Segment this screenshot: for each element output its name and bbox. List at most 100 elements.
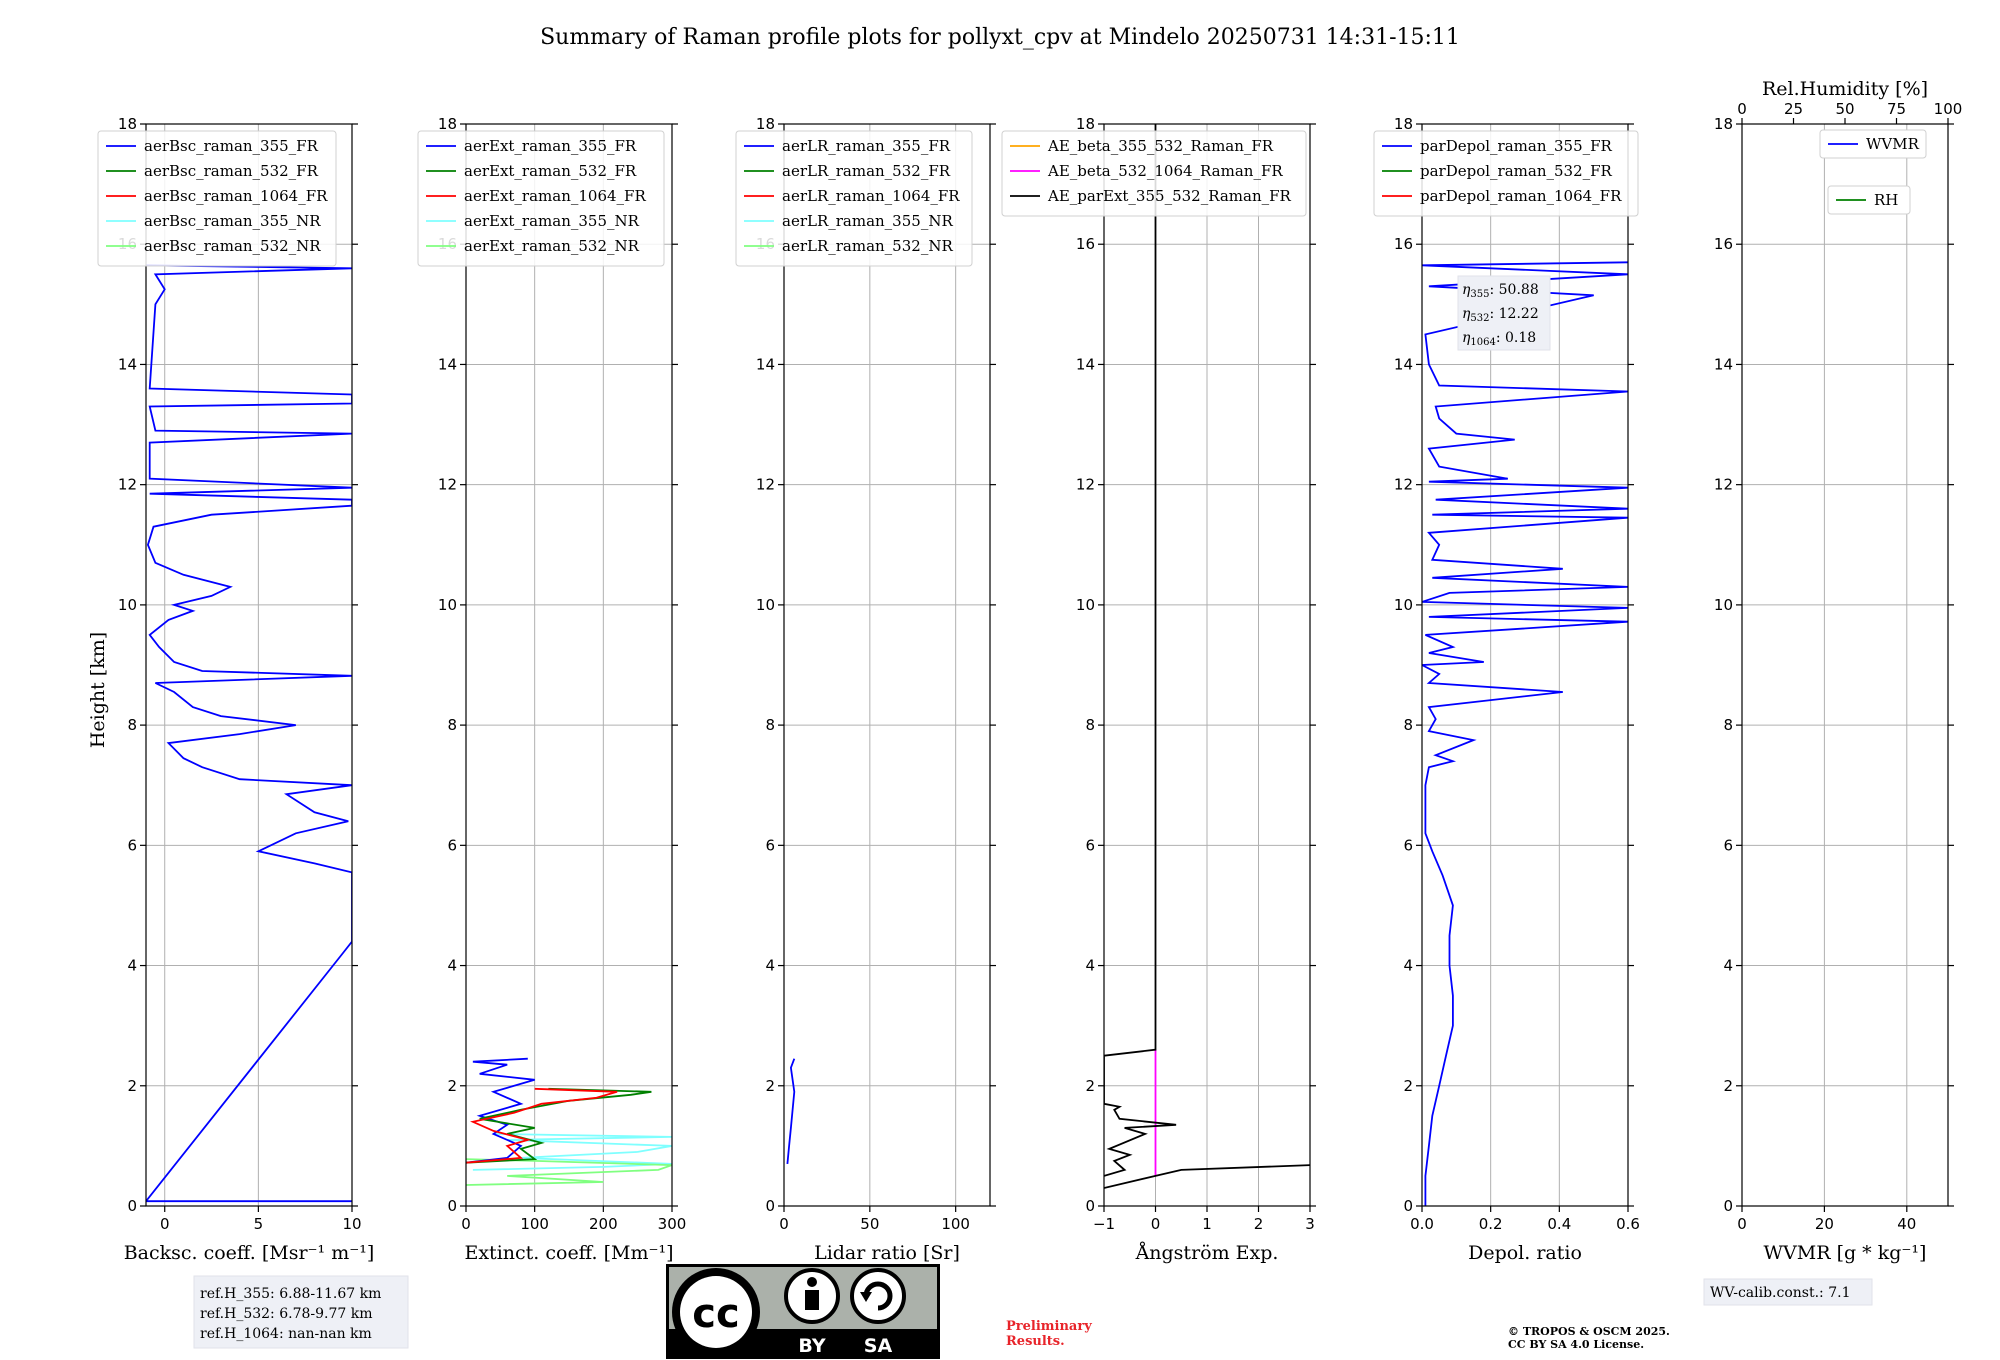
ref-height-box-bg: [193, 1275, 409, 1349]
preliminary-line-2: Results.: [1006, 1334, 1065, 1349]
y-tick-label: 18: [1394, 115, 1413, 133]
legend-label-AE_beta_355_532_Raman_FR: AE_beta_355_532_Raman_FR: [1047, 137, 1274, 155]
legend-label-WVMR: WVMR: [1866, 135, 1920, 153]
y-tick-label: 18: [756, 115, 775, 133]
x-tick-label: 0: [1151, 1215, 1161, 1233]
y-tick-label: 10: [1394, 596, 1413, 614]
x-tick-label: 300: [658, 1215, 687, 1233]
y-tick-label: 8: [1085, 716, 1095, 734]
panel-frame: [465, 123, 673, 1207]
legend-box: [735, 130, 973, 267]
y-tick-label: 16: [1076, 235, 1095, 253]
wv-calib-box-bg: [1703, 1278, 1873, 1306]
depol-annotation-line: η355: 50.88: [1462, 282, 1539, 300]
wv-calib-constant: WV-calib.const.: 7.1: [1710, 1285, 1850, 1301]
panel-depol: 0 2 4 6 8 10 12 14 16 18 0.0 0.2 0.4 0.6 Depol. ratio p…: [1373, 115, 1640, 1264]
legend-box: [97, 130, 337, 267]
x-axis-label: Lidar ratio [Sr]: [814, 1242, 960, 1264]
legend-label-aerLR_raman_532_NR: aerLR_raman_532_NR: [782, 237, 953, 255]
by-icon-head: [807, 1277, 817, 1287]
legend-label-aerBsc_raman_532_NR: aerBsc_raman_532_NR: [144, 237, 321, 255]
y-tick-label: 6: [1403, 836, 1413, 854]
y-tick-label: 10: [438, 596, 457, 614]
y-tick-label: 10: [1714, 596, 1733, 614]
y-tick-label: 2: [1085, 1077, 1095, 1095]
y-tick-label: 2: [127, 1077, 137, 1095]
y-tick-label: 4: [447, 957, 457, 975]
legend-label-aerExt_raman_355_NR: aerExt_raman_355_NR: [464, 212, 640, 230]
y-tick-label: 16: [1714, 235, 1733, 253]
y-tick-label: 0: [765, 1197, 775, 1215]
y-tick-label: 6: [1723, 836, 1733, 854]
legend-label-aerLR_raman_532_FR: aerLR_raman_532_FR: [782, 162, 951, 180]
series-AE_parExt_355_532_Raman_FR_upper: [1104, 124, 1177, 1177]
top-x-tick-label: 50: [1835, 100, 1854, 118]
y-tick-label: 0: [447, 1197, 457, 1215]
x-tick-label: 0.0: [1410, 1215, 1434, 1233]
series-aerExt_raman_532_NR: [466, 1158, 672, 1186]
sa-label: SA: [864, 1335, 893, 1357]
x-tick-label: 50: [860, 1215, 879, 1233]
x-tick-label: −1: [1093, 1215, 1115, 1233]
legend-label-aerBsc_raman_1064_FR: aerBsc_raman_1064_FR: [144, 187, 328, 205]
y-tick-label: 14: [1714, 355, 1733, 373]
y-tick-label: 6: [127, 836, 137, 854]
y-tick-label: 0: [1723, 1197, 1733, 1215]
legend-label-aerBsc_raman_532_FR: aerBsc_raman_532_FR: [144, 162, 319, 180]
legend-label-aerBsc_raman_355_FR: aerBsc_raman_355_FR: [144, 137, 319, 155]
x-tick-label: 1: [1202, 1215, 1212, 1233]
panel-frame: [145, 123, 353, 1207]
depol-annotation-line: η1064: 0.18: [1462, 330, 1536, 348]
y-tick-label: 8: [447, 716, 457, 734]
legend-box: [1819, 129, 1927, 159]
top-x-tick-label: 0: [1737, 100, 1747, 118]
top-x-tick-label: 100: [1934, 100, 1963, 118]
series-AE_parExt_355_532_Raman_FR: [1104, 1164, 1310, 1189]
depol-annotation-line: η532: 12.22: [1462, 306, 1539, 324]
x-tick-label: 0.4: [1547, 1215, 1571, 1233]
legend-label-aerExt_raman_1064_FR: aerExt_raman_1064_FR: [464, 187, 646, 205]
y-tick-label: 18: [1714, 115, 1733, 133]
by-icon-body: [805, 1290, 819, 1310]
series-aerExt_raman_355_NR: [472, 1133, 672, 1171]
y-axis-label: Height [km]: [87, 632, 109, 748]
y-tick-label: 0: [1403, 1197, 1413, 1215]
y-tick-label: 12: [438, 476, 457, 494]
legend-box: [1373, 130, 1639, 217]
x-axis-label: WVMR [g * kg⁻¹]: [1764, 1242, 1927, 1264]
top-axis-label: Rel.Humidity [%]: [1762, 78, 1928, 100]
y-tick-label: 0: [127, 1197, 137, 1215]
sa-icon: [850, 1268, 906, 1324]
y-tick-label: 18: [438, 115, 457, 133]
legend-label-aerExt_raman_355_FR: aerExt_raman_355_FR: [464, 137, 637, 155]
preliminary-line-1: Preliminary: [1006, 1319, 1092, 1334]
cc-by-sa-logo: cc BY SA: [666, 1264, 940, 1359]
x-tick-label: 0.6: [1616, 1215, 1640, 1233]
y-tick-label: 4: [1723, 957, 1733, 975]
y-tick-label: 8: [1403, 716, 1413, 734]
y-tick-label: 18: [1076, 115, 1095, 133]
y-tick-label: 6: [765, 836, 775, 854]
legend-label-aerBsc_raman_355_NR: aerBsc_raman_355_NR: [144, 212, 321, 230]
panel-lr: 024681012141618050100Lidar ratio [Sr]aer…: [735, 115, 996, 1264]
x-axis-label: Ångström Exp.: [1135, 1242, 1279, 1264]
panel-frame: [1741, 123, 1949, 1207]
legend-label-AE_beta_532_1064_Raman_FR: AE_beta_532_1064_Raman_FR: [1047, 162, 1283, 180]
x-tick-label: 5: [254, 1215, 264, 1233]
x-tick-label: 0.2: [1479, 1215, 1503, 1233]
y-tick-label: 14: [438, 355, 457, 373]
y-tick-label: 16: [1394, 235, 1413, 253]
legend-label-aerExt_raman_532_NR: aerExt_raman_532_NR: [464, 237, 640, 255]
y-tick-label: 8: [1723, 716, 1733, 734]
figure-title: Summary of Raman profile plots for polly…: [540, 25, 1460, 50]
ref-height-532: ref.H_532: 6.78-9.77 km: [200, 1306, 373, 1322]
x-tick-label: 0: [779, 1215, 789, 1233]
y-tick-label: 14: [118, 355, 137, 373]
series-aerExt_raman_355_FR: [466, 1057, 535, 1164]
y-tick-label: 4: [1085, 957, 1095, 975]
y-tick-label: 4: [127, 957, 137, 975]
y-tick-label: 6: [447, 836, 457, 854]
legend-label-RH: RH: [1874, 191, 1898, 209]
x-tick-label: 40: [1897, 1215, 1916, 1233]
